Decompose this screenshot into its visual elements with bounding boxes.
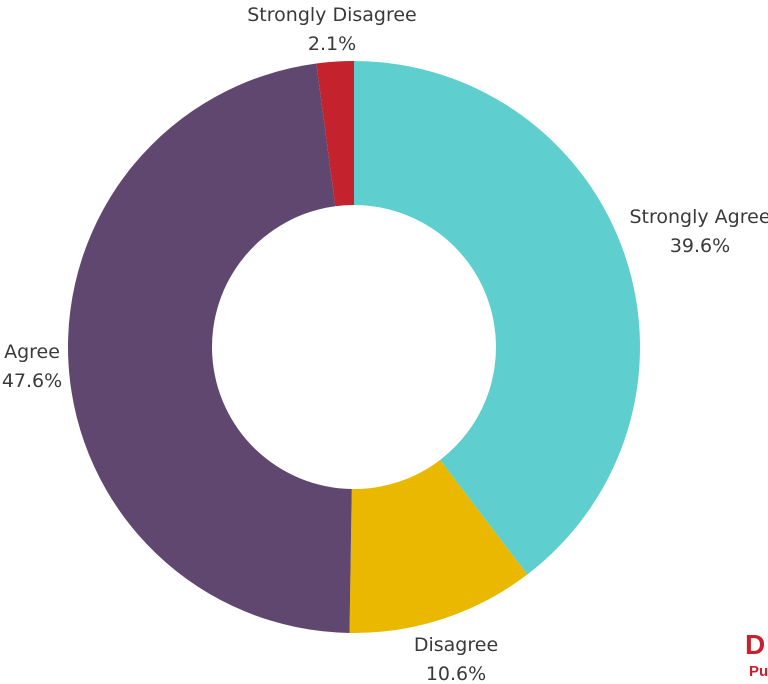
- slice-strongly-agree: [354, 61, 640, 575]
- slice-label-strongly-disagree: Strongly Disagree: [247, 4, 416, 26]
- slice-value-strongly-disagree: 2.1%: [308, 33, 356, 55]
- slice-value-agree: 47.6%: [2, 370, 62, 392]
- slice-value-disagree: 10.6%: [426, 663, 486, 684]
- slice-labels: Strongly Agree 39.6% Disagree 10.6% Agree 47.…: [2, 4, 768, 684]
- logo-mark: D: [745, 630, 766, 660]
- slice-value-strongly-agree: 39.6%: [670, 235, 730, 257]
- slice-label-disagree: Disagree: [414, 634, 498, 656]
- slice-strongly-disagree: [316, 61, 354, 207]
- slice-disagree: [349, 459, 528, 634]
- donut-slices: [67, 61, 640, 634]
- logo-text: Pu: [749, 663, 768, 680]
- slice-label-agree: Agree: [4, 341, 60, 363]
- slice-agree: [67, 63, 352, 633]
- slice-label-strongly-agree: Strongly Agree: [629, 206, 768, 228]
- publisher-logo: D Pu: [745, 630, 768, 684]
